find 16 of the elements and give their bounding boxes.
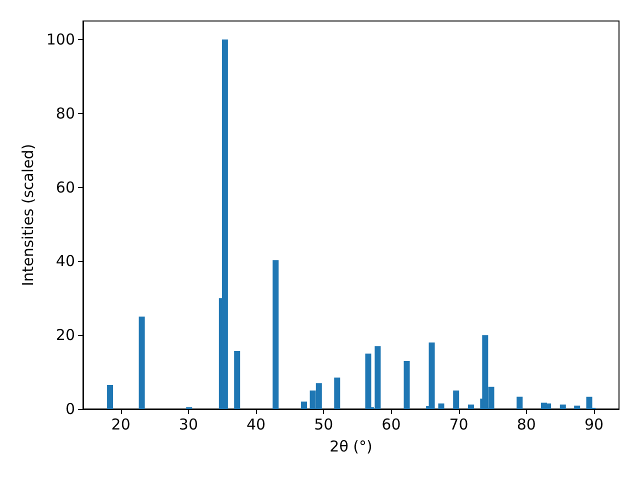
- x-tick-label: 50: [314, 416, 334, 434]
- x-tick-label: 60: [382, 416, 401, 434]
- x-tick-label: 90: [584, 416, 604, 434]
- y-tick-label: 0: [65, 400, 75, 418]
- y-tick-label: 60: [56, 178, 75, 196]
- y-tick-label: 100: [46, 30, 75, 48]
- y-tick-label: 40: [56, 252, 75, 270]
- y-tick-label: 20: [56, 326, 75, 344]
- y-axis-title: Intensities (scaled): [18, 144, 37, 286]
- x-tick-label: 20: [111, 416, 130, 434]
- x-axis-title: 2θ (°): [330, 438, 372, 456]
- x-tick-label: 30: [178, 416, 198, 434]
- x-tick-label: 40: [246, 416, 266, 434]
- y-tick-label: 80: [56, 104, 75, 122]
- x-tick-label: 70: [449, 416, 468, 434]
- x-tick-label: 80: [516, 416, 536, 434]
